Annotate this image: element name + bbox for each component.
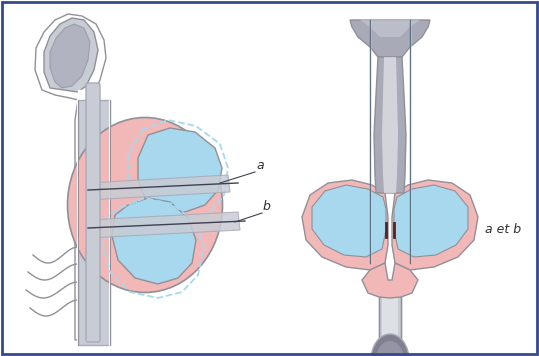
Polygon shape [362, 263, 418, 298]
Ellipse shape [376, 341, 404, 356]
Polygon shape [392, 180, 478, 270]
Bar [382, 293, 398, 356]
Polygon shape [312, 185, 386, 257]
Polygon shape [35, 14, 110, 340]
Polygon shape [112, 198, 196, 284]
Polygon shape [88, 175, 230, 200]
Text: a: a [256, 159, 264, 172]
Polygon shape [374, 57, 406, 193]
Polygon shape [350, 20, 430, 57]
FancyBboxPatch shape [86, 83, 100, 342]
Text: b: b [263, 200, 271, 213]
Polygon shape [50, 24, 90, 88]
Text: a et b: a et b [485, 223, 521, 236]
Ellipse shape [371, 334, 409, 356]
Polygon shape [360, 20, 420, 37]
Ellipse shape [67, 117, 223, 293]
Polygon shape [88, 212, 240, 238]
Polygon shape [138, 128, 222, 212]
Polygon shape [302, 180, 388, 270]
Bar [379, 293, 401, 356]
Polygon shape [44, 18, 98, 92]
Polygon shape [394, 185, 468, 257]
Bar [78, 100, 110, 345]
Polygon shape [382, 57, 398, 193]
